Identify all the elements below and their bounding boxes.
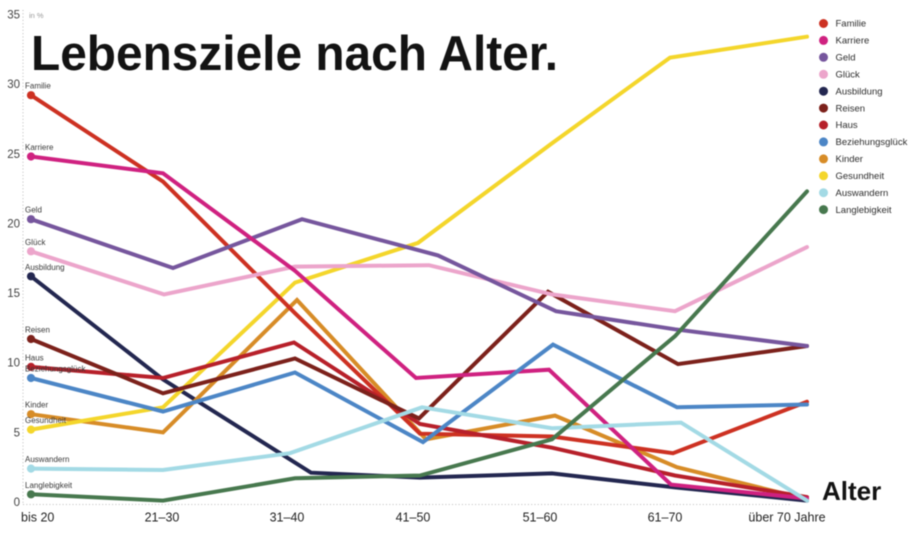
- svg-text:Alter: Alter: [822, 476, 881, 506]
- svg-text:25: 25: [7, 149, 20, 161]
- svg-text:Glück: Glück: [25, 238, 46, 247]
- svg-text:Langlebigkeit: Langlebigkeit: [25, 481, 73, 490]
- svg-text:Karriere: Karriere: [836, 36, 870, 47]
- svg-text:Auswandern: Auswandern: [25, 455, 69, 464]
- svg-text:61–70: 61–70: [648, 511, 683, 525]
- svg-text:Lebensziele nach Alter.: Lebensziele nach Alter.: [31, 27, 558, 81]
- svg-text:Kinder: Kinder: [836, 154, 863, 165]
- svg-text:in %: in %: [29, 11, 44, 20]
- svg-text:Glück: Glück: [836, 70, 861, 81]
- svg-text:Haus: Haus: [25, 353, 44, 362]
- svg-text:Geld: Geld: [836, 53, 856, 64]
- svg-text:bis 20: bis 20: [21, 511, 54, 525]
- svg-text:Haus: Haus: [836, 120, 858, 131]
- svg-text:35: 35: [7, 9, 20, 21]
- svg-text:Ausbildung: Ausbildung: [836, 86, 883, 97]
- svg-text:Gesundheit: Gesundheit: [25, 416, 67, 425]
- svg-text:Gesundheit: Gesundheit: [836, 171, 885, 182]
- svg-text:Beziehungsglück: Beziehungsglück: [836, 137, 908, 148]
- svg-text:5: 5: [14, 427, 20, 439]
- svg-text:Auswandern: Auswandern: [836, 188, 889, 199]
- svg-text:Familie: Familie: [25, 82, 51, 91]
- svg-text:Karriere: Karriere: [25, 143, 54, 152]
- svg-text:15: 15: [7, 288, 20, 300]
- svg-text:30: 30: [7, 79, 20, 91]
- svg-text:Langlebigkeit: Langlebigkeit: [836, 205, 892, 216]
- svg-text:Kinder: Kinder: [25, 401, 48, 410]
- svg-text:Reisen: Reisen: [836, 103, 866, 114]
- svg-text:Geld: Geld: [25, 206, 42, 215]
- svg-text:21–30: 21–30: [145, 511, 180, 525]
- svg-text:20: 20: [7, 218, 20, 230]
- svg-text:Familie: Familie: [836, 19, 867, 30]
- svg-text:51–60: 51–60: [523, 511, 558, 525]
- svg-text:31–40: 31–40: [270, 511, 305, 525]
- svg-text:Reisen: Reisen: [25, 326, 50, 335]
- svg-text:0: 0: [14, 497, 20, 509]
- svg-text:10: 10: [7, 358, 20, 370]
- svg-text:Beziehungsglück: Beziehungsglück: [25, 365, 86, 374]
- svg-text:Ausbildung: Ausbildung: [25, 263, 65, 272]
- svg-text:über 70 Jahre: über 70 Jahre: [748, 511, 825, 525]
- svg-text:41–50: 41–50: [396, 511, 431, 525]
